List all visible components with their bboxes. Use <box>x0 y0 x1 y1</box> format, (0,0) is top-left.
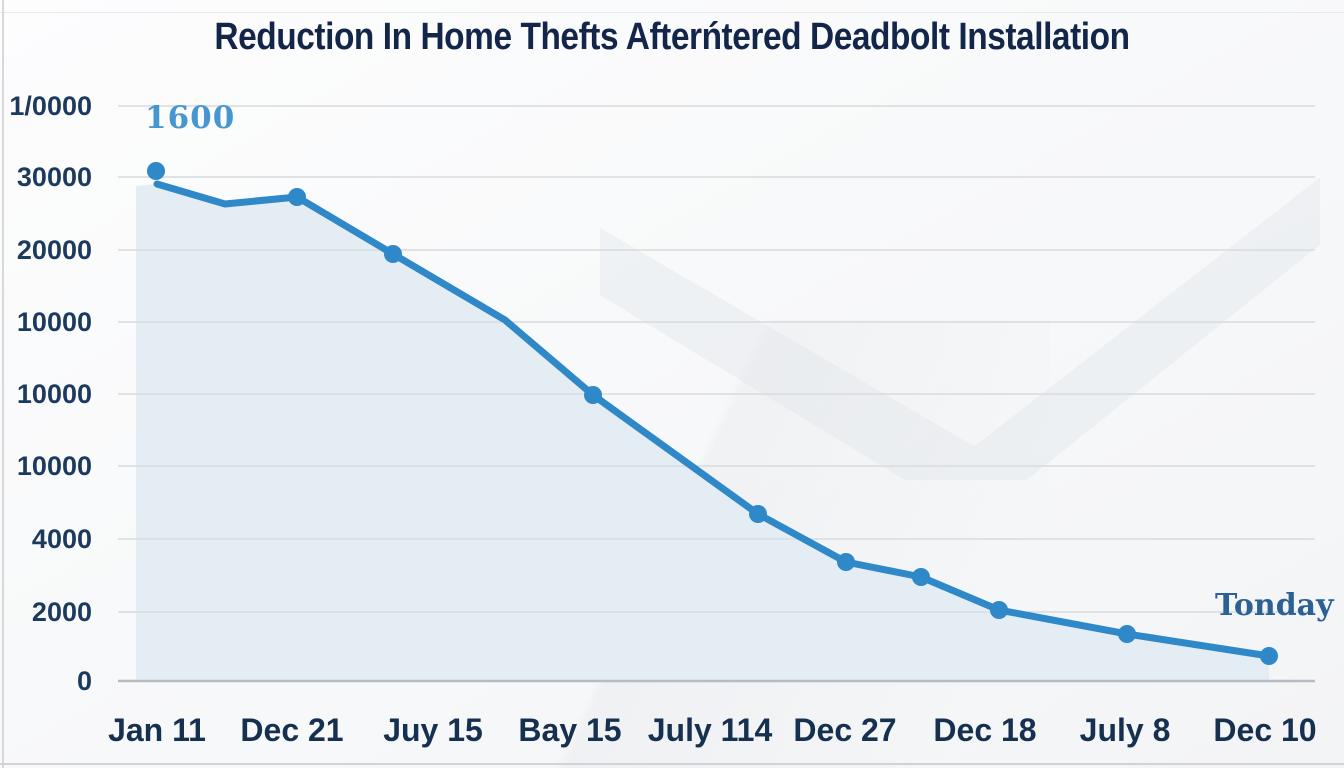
data-point-marker <box>912 568 930 586</box>
bottom-edge-line <box>0 763 1344 765</box>
data-point-marker <box>147 162 165 180</box>
y-axis-tick-label: 0 <box>76 666 92 696</box>
x-axis-tick-label: July 8 <box>1079 712 1171 748</box>
y-axis-tick-label: 20000 <box>16 235 92 265</box>
top-edge-line <box>0 12 1344 13</box>
x-axis-tick-label: Dec 27 <box>793 712 897 748</box>
y-axis-tick-label: 4000 <box>31 524 92 554</box>
data-point-marker <box>749 505 767 523</box>
y-axis-tick-label: 10000 <box>16 307 92 337</box>
data-point-marker <box>584 386 602 404</box>
x-axis-tick-label: Dec 10 <box>1213 712 1317 748</box>
chart-title: Reduction In Home Thefts Afterńtered Dea… <box>214 16 1130 58</box>
x-axis-tick-label: Bay 15 <box>518 712 622 748</box>
y-axis-tick-label: 2000 <box>31 597 92 627</box>
y-axis-tick-label: 1/0000 <box>9 91 92 121</box>
y-axis-tick-label: 10000 <box>16 451 92 481</box>
x-axis-tick-label: Dec 21 <box>240 712 344 748</box>
x-axis-tick-label: July 114 <box>647 712 773 748</box>
left-edge-line <box>2 0 4 768</box>
x-axis-tick-label: Juy 15 <box>383 712 483 748</box>
data-point-marker <box>288 188 306 206</box>
data-point-marker <box>1260 647 1278 665</box>
y-axis-tick-label: 30000 <box>16 162 92 192</box>
start-value-label: 1600 <box>145 100 236 136</box>
series-line <box>153 180 1273 660</box>
data-point-marker <box>990 601 1008 619</box>
x-axis-tick-label: Dec 18 <box>933 712 1037 748</box>
end-annotation-label: Tonday <box>1215 588 1334 623</box>
data-point-marker <box>384 245 402 263</box>
y-axis-tick-label: 10000 <box>16 379 92 409</box>
series-area-fill <box>136 184 1269 681</box>
data-point-marker <box>1118 625 1136 643</box>
x-axis-tick-label: Jan 11 <box>108 712 206 748</box>
data-point-marker <box>837 553 855 571</box>
